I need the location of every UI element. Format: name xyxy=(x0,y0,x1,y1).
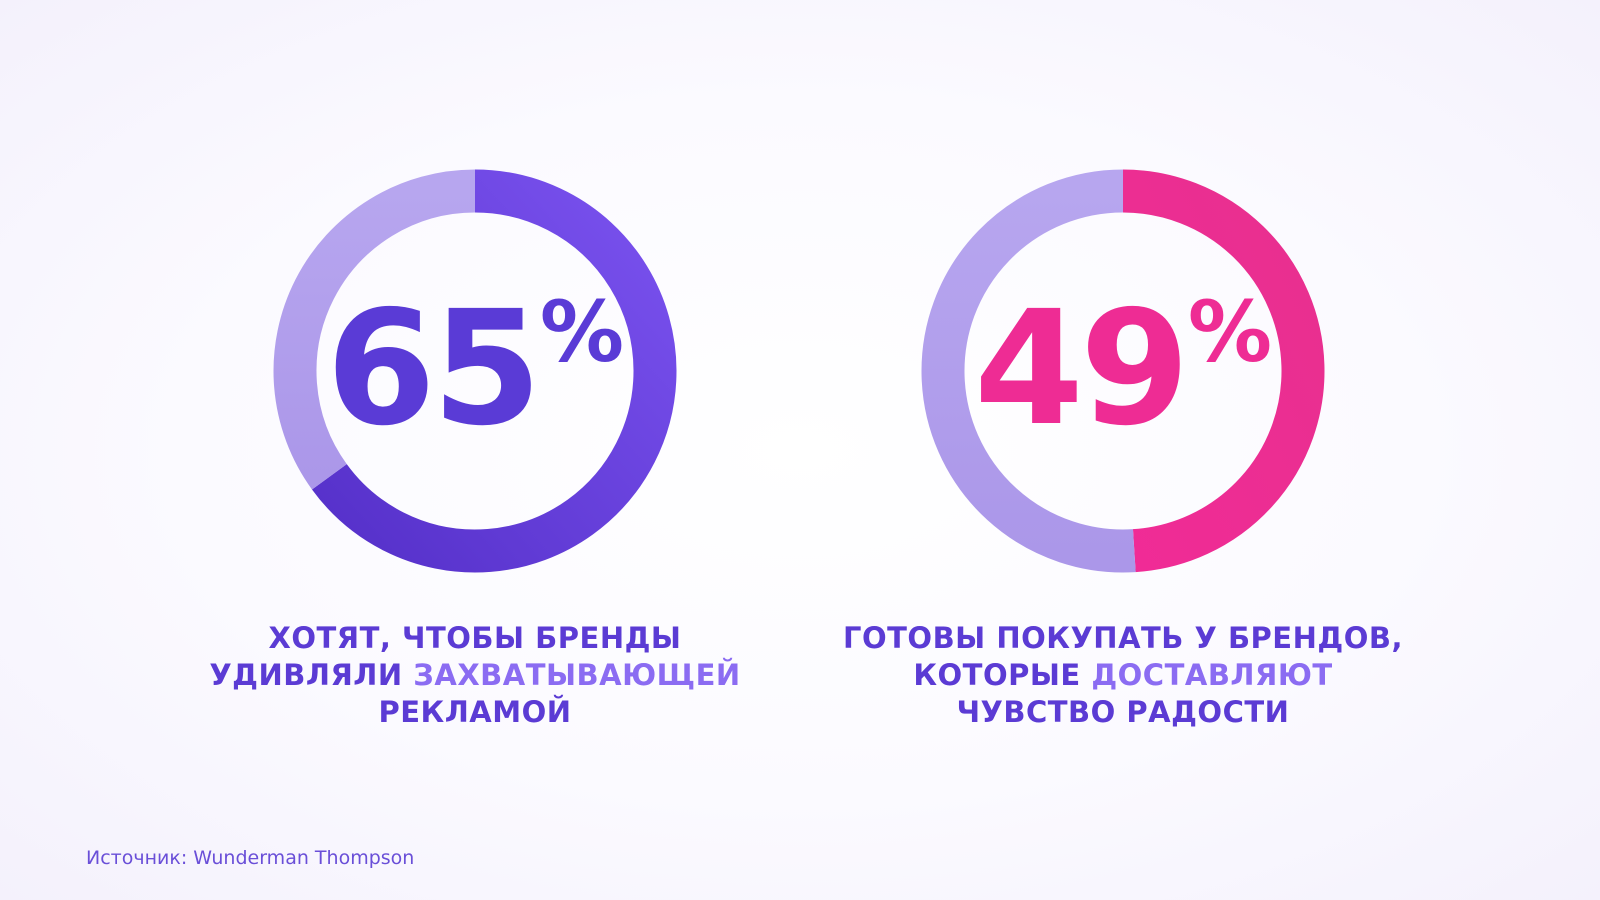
caption-text: КОТОРЫЕ xyxy=(913,658,1092,692)
caption-highlight: ЗАХВАТЫВАЮЩЕЙ xyxy=(413,658,741,692)
caption: ГОТОВЫ ПОКУПАТЬ У БРЕНДОВ, КОТОРЫЕ ДОСТА… xyxy=(843,620,1403,731)
donut-slices xyxy=(921,169,1325,573)
caption-text: УДИВЛЯЛИ xyxy=(209,658,414,692)
caption-text: ЧУВСТВО РАДОСТИ xyxy=(956,695,1290,729)
percentage-number: 49 xyxy=(973,277,1190,461)
percentage-value: 49% xyxy=(843,284,1403,454)
source-note: Источник: Wunderman Thompson xyxy=(86,847,415,869)
percentage-value: 65% xyxy=(195,284,755,454)
caption-line: КОТОРЫЕ ДОСТАВЛЯЮТ xyxy=(843,657,1403,694)
caption: ХОТЯТ, ЧТОБЫ БРЕНДЫ УДИВЛЯЛИ ЗАХВАТЫВАЮЩ… xyxy=(195,620,755,731)
caption-line: РЕКЛАМОЙ xyxy=(195,694,755,731)
donut-block-joy: 49% ГОТОВЫ ПОКУПАТЬ У БРЕНДОВ, КОТОРЫЕ Д… xyxy=(843,166,1403,766)
donut-block-wow-ads: 65% ХОТЯТ, ЧТОБЫ БРЕНДЫ УДИВЛЯЛИ ЗАХВАТЫ… xyxy=(195,166,755,766)
percentage-number: 65 xyxy=(325,277,542,461)
caption-text: ГОТОВЫ ПОКУПАТЬ У БРЕНДОВ, xyxy=(843,621,1403,655)
caption-highlight: ДОСТАВЛЯЮТ xyxy=(1091,658,1333,692)
donut-slice-value xyxy=(312,169,677,573)
percent-sign: % xyxy=(539,283,625,381)
caption-line: ГОТОВЫ ПОКУПАТЬ У БРЕНДОВ, xyxy=(843,620,1403,657)
donut-chart-49 xyxy=(921,169,1325,573)
donut-chart-65 xyxy=(273,169,677,573)
donut-slices xyxy=(273,169,677,573)
caption-line: ЧУВСТВО РАДОСТИ xyxy=(843,694,1403,731)
caption-text: ХОТЯТ, ЧТОБЫ БРЕНДЫ xyxy=(268,621,682,655)
caption-text: РЕКЛАМОЙ xyxy=(378,695,572,729)
caption-line: ХОТЯТ, ЧТОБЫ БРЕНДЫ xyxy=(195,620,755,657)
donut-slice-remainder xyxy=(273,169,476,490)
donut-slice-value xyxy=(1122,169,1325,573)
donut-slice-remainder xyxy=(921,169,1136,573)
caption-line: УДИВЛЯЛИ ЗАХВАТЫВАЮЩЕЙ xyxy=(195,657,755,694)
percent-sign: % xyxy=(1187,283,1273,381)
